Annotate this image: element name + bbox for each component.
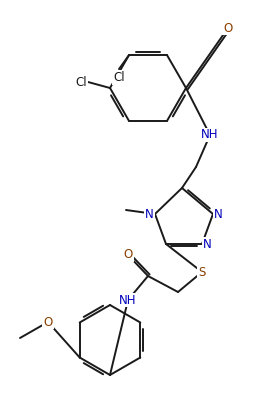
Text: O: O xyxy=(223,21,233,34)
Text: Cl: Cl xyxy=(75,76,87,89)
Text: O: O xyxy=(43,315,53,328)
Text: NH: NH xyxy=(119,294,137,307)
Text: N: N xyxy=(203,237,212,250)
Text: Cl: Cl xyxy=(113,71,125,84)
Text: O: O xyxy=(123,249,133,262)
Text: S: S xyxy=(198,265,206,278)
Text: NH: NH xyxy=(201,129,219,142)
Text: N: N xyxy=(214,207,223,220)
Text: N: N xyxy=(145,207,154,220)
